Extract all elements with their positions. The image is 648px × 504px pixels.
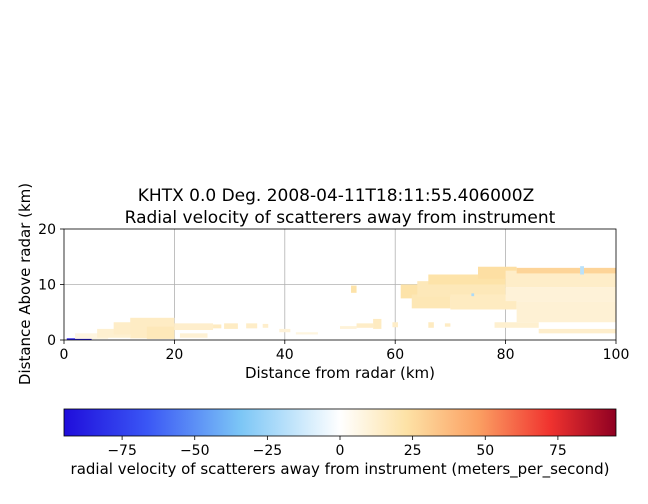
echo-cell (471, 293, 475, 297)
echo-cell (428, 274, 506, 285)
y-tick-label: 0 (47, 333, 56, 349)
chart-title-line1: KHTX 0.0 Deg. 2008-04-11T18:11:55.406000… (138, 186, 534, 206)
echo-cell (538, 328, 616, 334)
echo-cell (494, 322, 539, 328)
echo-cell (516, 267, 616, 274)
colorbar-label: radial velocity of scatterers away from … (71, 460, 610, 479)
x-tick-label: 80 (497, 347, 515, 363)
echo-cell (146, 326, 175, 339)
echo-cell (340, 326, 357, 329)
echo-cell (373, 318, 382, 329)
x-axis-ticks: 0 20 40 60 80 100 (60, 340, 630, 363)
colorbar-ticks: −75 −50 −25 0 25 50 75 (107, 436, 567, 459)
echo-cell (351, 285, 357, 293)
colorbar-tick-label: 25 (404, 443, 422, 459)
colorbar-tick-label: −75 (107, 443, 137, 459)
echo-cell (179, 333, 208, 338)
echo-cell (428, 322, 434, 328)
colorbar (63, 408, 617, 437)
y-tick-label: 20 (38, 222, 56, 238)
colorbar-tick-label: 0 (336, 443, 345, 459)
echo-cell (174, 323, 214, 331)
echo-cell (417, 281, 506, 297)
echo-cell (224, 323, 238, 329)
echo-cell (213, 324, 222, 329)
echo-cell (246, 323, 258, 329)
colorbar-tick-label: −25 (253, 443, 283, 459)
colorbar-tick-label: 75 (549, 443, 567, 459)
x-tick-label: 60 (386, 347, 404, 363)
x-tick-label: 40 (276, 347, 294, 363)
y-tick-label: 10 (38, 278, 56, 294)
echo-cell (444, 323, 451, 327)
echo-cell (411, 294, 451, 309)
echo-cells (66, 266, 616, 340)
y-axis-label: Distance Above radar (km) (16, 183, 34, 385)
y-axis-ticks: 0 10 20 (38, 222, 64, 349)
echo-cell (356, 323, 374, 328)
echo-cell (392, 322, 398, 328)
echo-cell (450, 294, 517, 310)
echo-cell (516, 301, 616, 323)
x-tick-label: 100 (603, 347, 630, 363)
colorbar-tick-label: 50 (476, 443, 494, 459)
x-tick-label: 0 (60, 347, 69, 363)
echo-cell (66, 338, 92, 340)
echo-cell (505, 287, 616, 302)
echo-cell (580, 266, 584, 275)
echo-cell (75, 333, 109, 339)
colorbar-tick-label: −50 (180, 443, 210, 459)
chart-title-line2: Radial velocity of scatterers away from … (125, 208, 556, 228)
echo-cell (505, 270, 616, 288)
echo-cell (262, 323, 269, 328)
echo-cell (295, 332, 318, 335)
echo-cell (279, 328, 291, 333)
x-axis-label: Distance from radar (km) (245, 364, 435, 382)
x-tick-label: 20 (165, 347, 183, 363)
